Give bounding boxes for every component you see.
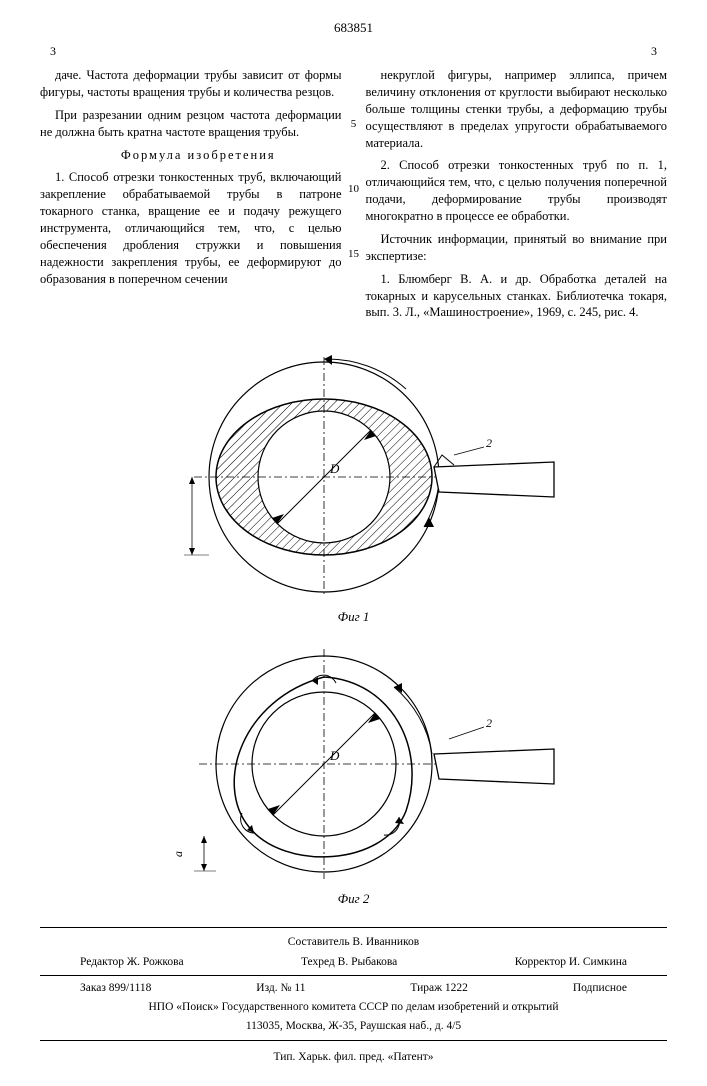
footer-techred: Техред В. Рыбакова: [301, 954, 397, 971]
fig2-label: Фиг 2: [40, 891, 667, 907]
footer: Составитель В. Иванников Редактор Ж. Рож…: [40, 927, 667, 1066]
line-marker-15: 15: [344, 247, 364, 262]
fig2-d-label: D: [329, 748, 340, 763]
fig1-d-label: D: [329, 461, 340, 476]
footer-address: 113035, Москва, Ж-35, Раушская наб., д. …: [40, 1018, 667, 1035]
fig2-svg: D 2: [144, 639, 564, 889]
right-column: некруглой фигуры, например эллипса, прич…: [366, 67, 668, 327]
page-left-marker: 3: [50, 44, 56, 59]
formula-title: Формула изобретения: [40, 147, 342, 164]
left-column: даче. Частота деформации трубы зависит о…: [40, 67, 342, 327]
left-p2: При разрезании одним резцом частота дефо…: [40, 107, 342, 141]
line-marker-10: 10: [344, 182, 364, 197]
line-marker-5: 5: [344, 117, 364, 132]
right-p3: 1. Блюмберг В. А. и др. Обработка детале…: [366, 271, 668, 322]
left-p3: 1. Способ отрезки тонкостенных труб, вкл…: [40, 169, 342, 287]
footer-printer: Тип. Харьк. фил. пред. «Патент»: [40, 1049, 667, 1066]
footer-rule-1: [40, 975, 667, 976]
svg-text:a: a: [171, 851, 185, 857]
doc-number: 683851: [40, 20, 667, 36]
footer-order: Заказ 899/1118: [80, 980, 151, 997]
footer-compiler: Составитель В. Иванников: [40, 934, 667, 951]
figures-block: D 2 Фиг 1: [40, 347, 667, 907]
footer-editor: Редактор Ж. Рожкова: [80, 954, 184, 971]
fig1-label: Фиг 1: [40, 609, 667, 625]
footer-rule-2: [40, 1040, 667, 1041]
text-columns: 5 10 15 даче. Частота деформации трубы з…: [40, 67, 667, 327]
fig1-svg: D 2: [144, 347, 564, 607]
left-p1: даче. Частота деформации трубы зависит о…: [40, 67, 342, 101]
figure-1: D 2 Фиг 1: [40, 347, 667, 625]
footer-org: НПО «Поиск» Государственного комитета СС…: [40, 999, 667, 1016]
footer-tirazh: Тираж 1222: [410, 980, 468, 997]
fig2-tool: 2: [434, 716, 554, 784]
footer-corrector: Корректор И. Симкина: [515, 954, 627, 971]
line-number-gutter: 5 10 15: [344, 67, 364, 307]
right-p2: 2. Способ отрезки тонкостенных труб по п…: [366, 157, 668, 225]
figure-2: D 2: [40, 639, 667, 907]
svg-text:2: 2: [486, 436, 492, 450]
footer-sign: Подписное: [573, 980, 627, 997]
page-right-marker: 3: [651, 44, 657, 59]
svg-text:2: 2: [486, 716, 492, 730]
footer-izd: Изд. № 11: [256, 980, 305, 997]
right-p1: некруглой фигуры, например эллипса, прич…: [366, 67, 668, 151]
page: 683851 3 3 5 10 15 даче. Частота деформа…: [0, 0, 707, 1086]
right-p3-title: Источник информации, принятый во внимани…: [366, 231, 668, 265]
